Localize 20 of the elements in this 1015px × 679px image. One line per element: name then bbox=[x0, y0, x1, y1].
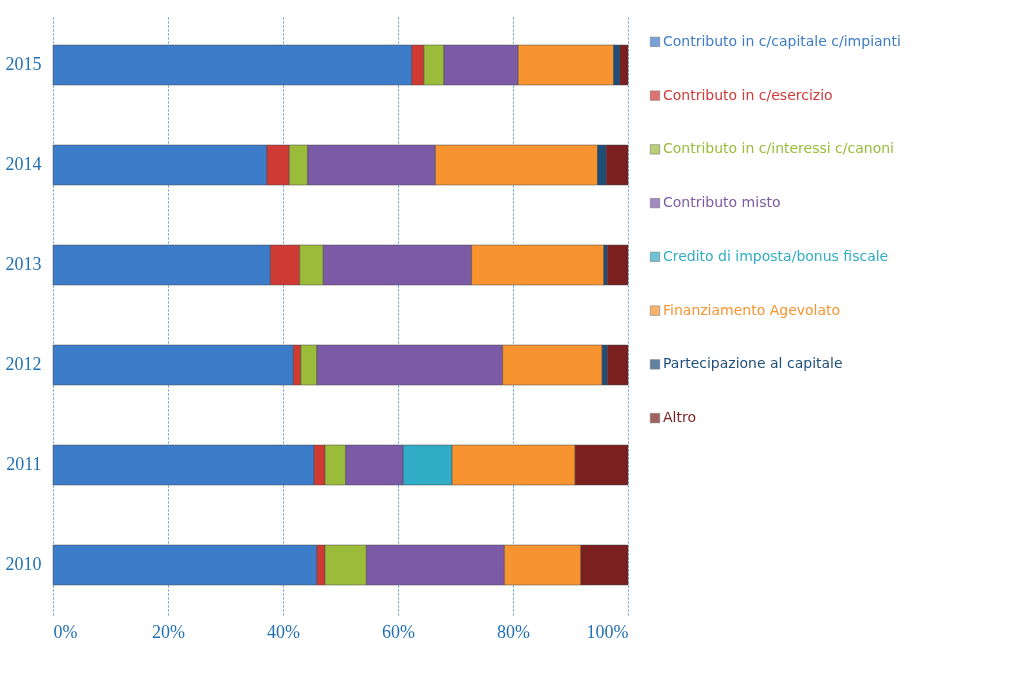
legend-label: Finanziamento Agevolato bbox=[663, 301, 841, 318]
y-tick-label: 2013 bbox=[5, 254, 42, 274]
y-tick-label: 2012 bbox=[5, 354, 42, 374]
legend-label: Contributo in c/capitale c/impianti bbox=[663, 32, 901, 49]
legend-label: Credito di imposta/bonus fiscale bbox=[663, 247, 889, 264]
x-tick-label: 20% bbox=[152, 621, 185, 642]
legend-label: Contributo in c/interessi c/canoni bbox=[663, 140, 894, 157]
legend-label: Altro bbox=[663, 409, 696, 426]
legend-label: Contributo in c/esercizio bbox=[663, 86, 833, 103]
x-tick-label: 60% bbox=[382, 621, 415, 642]
x-tick-label: 100% bbox=[586, 621, 629, 642]
y-tick-label: 2014 bbox=[5, 154, 42, 174]
x-tick-label: 80% bbox=[497, 621, 530, 642]
x-tick-label: 0% bbox=[53, 621, 78, 642]
legend-label: Partecipazione al capitale bbox=[663, 355, 843, 372]
y-tick-label: 2011 bbox=[6, 454, 42, 474]
y-tick-label: 2015 bbox=[5, 54, 42, 74]
y-tick-label: 2010 bbox=[5, 554, 42, 574]
legend-label: Contributo misto bbox=[663, 194, 781, 211]
x-tick-label: 40% bbox=[267, 621, 300, 642]
